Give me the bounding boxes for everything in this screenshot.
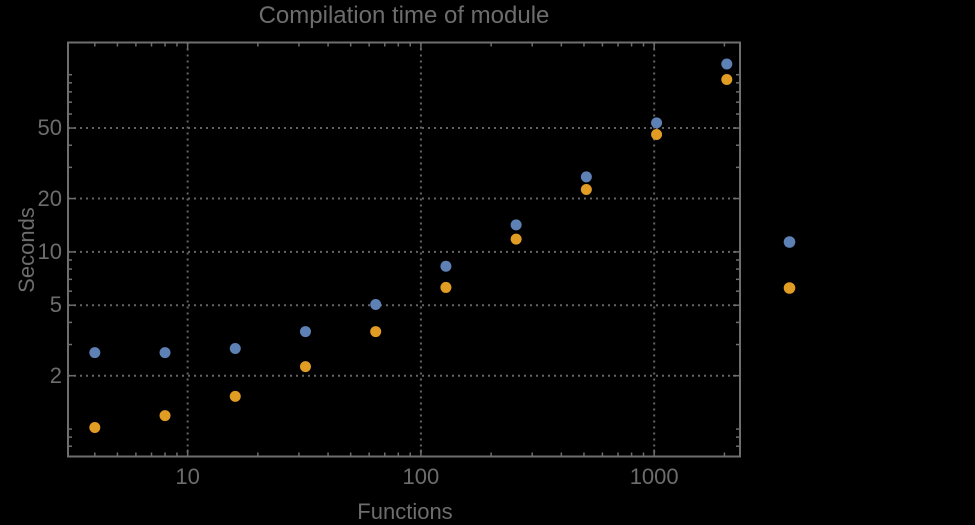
data-point-series-blue (229, 342, 241, 354)
data-point-series-orange (440, 281, 452, 293)
data-point-series-blue (721, 58, 733, 70)
data-point-series-orange (721, 73, 733, 85)
data-point-series-orange (89, 422, 101, 434)
y-tick-label: 10 (37, 238, 62, 264)
data-point-series-orange (580, 183, 592, 195)
data-point-series-blue (440, 260, 452, 272)
data-point-series-orange (159, 410, 171, 422)
data-point-series-blue (580, 171, 592, 183)
y-tick-label: 2 (49, 362, 62, 388)
x-tick-label: 10 (175, 464, 200, 489)
y-tick-label: 20 (37, 185, 62, 211)
y-tick-label: 50 (37, 115, 62, 141)
x-axis-label: Functions (357, 499, 453, 524)
data-point-series-blue (299, 326, 311, 338)
data-point-series-orange (651, 128, 663, 140)
x-tick-label: 1000 (629, 464, 679, 489)
data-point-series-orange (299, 361, 311, 373)
legend-marker-blue (783, 236, 796, 248)
data-point-series-orange (370, 326, 382, 338)
chart-title: Compilation time of module (258, 2, 550, 29)
data-point-series-blue (89, 347, 101, 359)
data-point-series-blue (159, 347, 171, 359)
y-tick-label: 5 (49, 292, 62, 318)
data-point-series-blue (651, 117, 663, 129)
plot-frame (67, 41, 741, 458)
data-point-series-orange (510, 233, 522, 245)
data-point-series-orange (229, 390, 241, 402)
x-tick-label: 100 (402, 464, 440, 489)
data-point-series-blue (370, 298, 382, 310)
data-point-series-blue (510, 219, 522, 231)
legend-marker-orange (783, 282, 796, 294)
